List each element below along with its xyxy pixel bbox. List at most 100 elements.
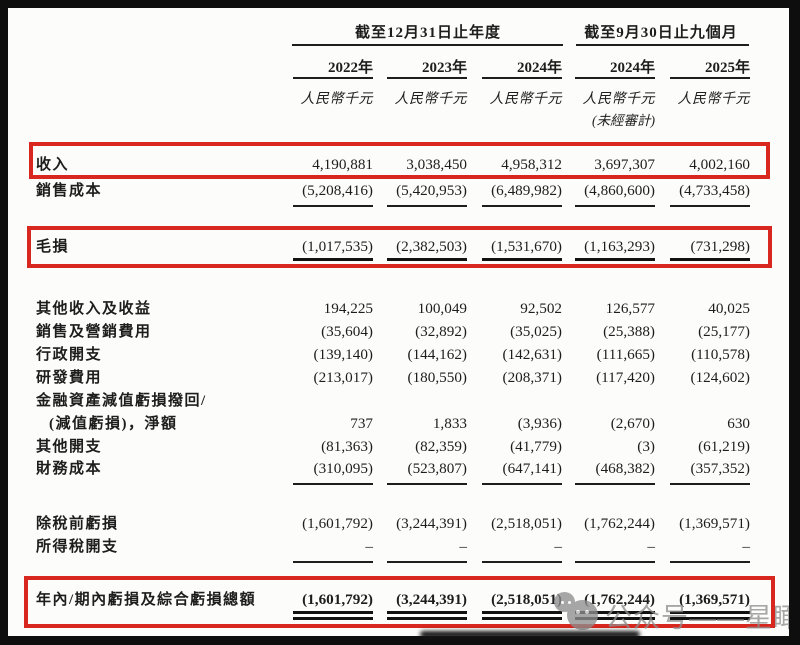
watermark-text: 公众号——星瞰IPO — [605, 603, 800, 633]
table-row-selling-expenses: 銷售及營銷費用 (35,604) (32,892) (35,025) (25,3… — [36, 320, 750, 342]
value-cell: (81,363) — [321, 438, 373, 455]
value-cell: 1,833 — [432, 415, 467, 432]
scan-smudge — [420, 631, 640, 638]
frame-right — [789, 0, 800, 645]
value-cell: (3,936) — [517, 415, 562, 432]
unit-cell: 人民幣千元 — [489, 92, 562, 107]
header-group-interim: 截至9月30日止九個月 — [584, 25, 738, 41]
row-label: 銷售及營銷費用 — [36, 324, 152, 340]
value-cell: (32,892) — [415, 323, 467, 340]
value-cell: 3,697,307 — [594, 156, 655, 173]
value-cell: (5,208,416) — [246, 182, 373, 207]
table-row-admin-expenses: 行政開支 (139,140) (144,162) (142,631) (111,… — [36, 343, 750, 365]
row-label: 除稅前虧損 — [36, 516, 119, 532]
header-underline-interim — [576, 44, 749, 46]
table-row-impairment-line1: 金融資產減值虧損撥回/ — [36, 389, 750, 411]
value-cell: (61,219) — [698, 438, 750, 455]
value-cell: (310,095) — [246, 460, 373, 485]
table-row-other-expenses: 其他開支 (81,363) (82,359) (41,779) (3) (61,… — [36, 435, 750, 457]
value-cell: (4,860,600) — [562, 182, 655, 207]
year-cell-2023: 2023年 — [373, 56, 467, 79]
annotation-box-gross-loss — [27, 226, 772, 268]
value-cell: – — [562, 538, 655, 563]
value-cell: (124,602) — [690, 369, 750, 386]
row-label: 金融資產減值虧損撥回/ — [36, 393, 207, 409]
value-cell: 40,025 — [708, 300, 750, 317]
value-cell: (2,518,051) — [491, 515, 562, 532]
value-cell: 4,190,881 — [312, 156, 373, 173]
value-cell: (1,601,792) — [302, 515, 373, 532]
table-row-gross-loss: 毛損 (1,017,535) (2,382,503) (1,531,670) (… — [36, 235, 750, 267]
frame-left — [0, 0, 8, 645]
unaudited-note: (未經審計) — [592, 113, 655, 128]
annotation-box-revenue — [29, 142, 770, 179]
value-cell: (111,665) — [596, 346, 655, 363]
value-cell: (139,140) — [313, 346, 373, 363]
table-row-finance-costs: 財務成本 (310,095) (523,807) (647,141) (468,… — [36, 457, 750, 485]
year-cell-2024: 2024年 — [467, 56, 562, 79]
annotation-box-total-loss — [24, 576, 775, 628]
value-cell: 3,038,450 — [406, 156, 467, 173]
year-cell-2024-interim: 2024年 — [562, 56, 655, 79]
frame-bottom — [0, 636, 800, 645]
value-cell: 4,958,312 — [501, 156, 562, 173]
value-cell: (3,244,391) — [396, 515, 467, 532]
table-row-loss-before-tax: 除稅前虧損 (1,601,792) (3,244,391) (2,518,051… — [36, 512, 750, 534]
table-row-other-income: 其他收入及收益 194,225 100,049 92,502 126,577 4… — [36, 297, 750, 319]
table-row-impairment-line2: (減值虧損)，淨額 737 1,833 (3,936) (2,670) 630 — [36, 412, 750, 434]
value-cell: 630 — [727, 415, 750, 432]
value-cell: (180,550) — [407, 369, 467, 386]
table-row-income-tax: 所得稅開支 – – – – – — [36, 535, 750, 563]
value-cell: (41,779) — [510, 438, 562, 455]
value-cell: – — [373, 538, 467, 563]
value-cell: (3,244,391) — [373, 591, 467, 620]
row-label: 其他開支 — [36, 439, 103, 455]
row-label: 其他收入及收益 — [36, 301, 152, 317]
row-label: 財務成本 — [36, 461, 103, 477]
value-cell: (1,369,571) — [655, 591, 750, 620]
unit-cell: 人民幣千元 — [677, 92, 750, 107]
value-cell: (357,352) — [655, 460, 750, 485]
value-cell: (82,359) — [415, 438, 467, 455]
unit-cell: 人民幣千元 — [394, 92, 467, 107]
value-cell: – — [655, 538, 750, 563]
value-cell: (2,518,051) — [467, 591, 562, 620]
value-cell: 737 — [350, 415, 373, 432]
unit-cell: 人民幣千元 — [582, 92, 655, 107]
value-cell: 92,502 — [520, 300, 562, 317]
row-label: 銷售成本 — [36, 183, 103, 199]
value-cell: (35,025) — [510, 323, 562, 340]
value-cell: (3) — [637, 438, 655, 455]
value-cell: (1,369,571) — [679, 515, 750, 532]
value-cell: (35,604) — [321, 323, 373, 340]
row-label: 收入 — [36, 157, 70, 173]
value-cell: (208,371) — [502, 369, 562, 386]
value-cell: (213,017) — [313, 369, 373, 386]
unit-header-row: 人民幣千元 人民幣千元 人民幣千元 人民幣千元 人民幣千元 — [36, 88, 750, 108]
frame-top — [0, 0, 800, 8]
row-label: 研發費用 — [36, 370, 103, 386]
header-group-annual: 截至12月31日止年度 — [354, 25, 501, 41]
value-cell: (25,177) — [698, 323, 750, 340]
value-cell: – — [467, 538, 562, 563]
table-row-total-loss: 年內/期內虧損及綜合虧損總額 (1,601,792) (3,244,391) (… — [36, 588, 750, 620]
wechat-icon — [552, 589, 606, 633]
value-cell: (2,670) — [610, 415, 655, 432]
value-cell: (1,762,244) — [562, 591, 655, 620]
value-cell: 126,577 — [605, 300, 655, 317]
year-cell-2022: 2022年 — [246, 56, 373, 79]
value-cell: (4,733,458) — [655, 182, 750, 207]
value-cell: (117,420) — [596, 369, 655, 386]
table-row-rd-expenses: 研發費用 (213,017) (180,550) (208,371) (117,… — [36, 366, 750, 388]
value-cell: (468,382) — [562, 460, 655, 485]
value-cell: (1,762,244) — [584, 515, 655, 532]
row-label: 行政開支 — [36, 347, 103, 363]
value-cell: (110,578) — [691, 346, 750, 363]
row-label: 年內/期內虧損及綜合虧損總額 — [36, 592, 257, 608]
unit-cell: 人民幣千元 — [300, 92, 373, 107]
table-row-revenue: 收入 4,190,881 3,038,450 4,958,312 3,697,3… — [36, 153, 750, 175]
value-cell: 194,225 — [323, 300, 373, 317]
year-cell-2025-interim: 2025年 — [655, 56, 750, 79]
table-row-cost-of-sales: 銷售成本 (5,208,416) (5,420,953) (6,489,982)… — [36, 179, 750, 207]
value-cell: (144,162) — [407, 346, 467, 363]
